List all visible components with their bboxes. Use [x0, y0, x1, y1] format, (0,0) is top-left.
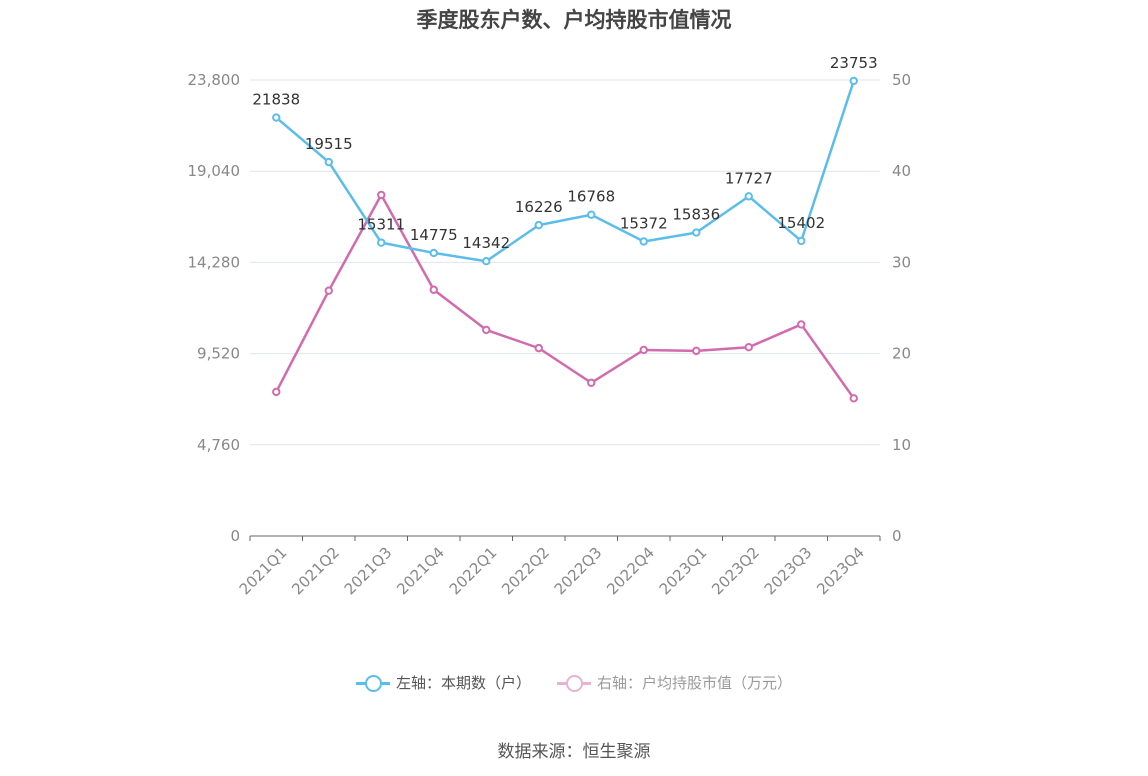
holders-point[interactable] [534, 220, 543, 230]
holders-point[interactable] [429, 248, 438, 258]
left-tick-label: 9,520 [197, 345, 240, 363]
market-value-point[interactable] [272, 387, 281, 397]
holders-point[interactable] [377, 238, 386, 247]
data-label: 14775 [410, 226, 458, 244]
legend-item-left-axis[interactable]: 左轴：本期数（户） [355, 672, 531, 693]
market-value-point[interactable] [849, 394, 858, 403]
x-tick-label: 2022Q3 [551, 544, 606, 599]
x-tick-label: 2021Q2 [288, 544, 343, 599]
legend-label-right: 右轴：户均持股市值（万元） [597, 674, 793, 692]
left-tick-label: 19,040 [188, 162, 241, 180]
series-lines [272, 76, 858, 403]
chart-title: 季度股东户数、户均持股市值情况 [416, 8, 732, 32]
data-label: 16768 [567, 188, 615, 206]
x-tick-label: 2022Q1 [446, 544, 501, 599]
holders-point[interactable] [587, 210, 596, 219]
x-tick-label: 2021Q1 [236, 544, 291, 599]
market-value-point[interactable] [377, 190, 386, 200]
legend-item-right-axis[interactable]: 右轴：户均持股市值（万元） [557, 672, 792, 693]
holders-point[interactable] [639, 237, 648, 246]
market-value-point[interactable] [744, 343, 753, 352]
data-label: 15311 [357, 216, 405, 234]
right-tick-label: 0 [892, 527, 902, 545]
holders-point[interactable] [272, 113, 281, 122]
legend-marker-blue-icon [355, 673, 390, 693]
market-value-point[interactable] [534, 343, 543, 353]
series-line-market-value [275, 193, 855, 400]
holders-point[interactable] [482, 257, 491, 266]
data-label: 15402 [777, 214, 825, 232]
right-tick-label: 20 [892, 345, 911, 363]
market-value-point[interactable] [692, 346, 701, 356]
market-value-point[interactable] [482, 325, 491, 335]
data-label: 16226 [515, 198, 563, 216]
market-value-point[interactable] [324, 286, 333, 295]
x-tick-label: 2022Q4 [603, 544, 658, 599]
left-tick-label: 4,760 [197, 436, 240, 454]
x-tick-label: 2023Q3 [761, 544, 816, 599]
data-label: 21838 [252, 91, 300, 109]
left-tick-label: 23,800 [188, 71, 241, 89]
legend-label-left: 左轴：本期数（户） [395, 674, 531, 692]
x-tick-label: 2023Q2 [708, 544, 763, 599]
data-label: 15372 [620, 214, 668, 232]
holders-point[interactable] [849, 76, 858, 86]
x-tick-label: 2021Q3 [341, 544, 396, 599]
data-label: 19515 [305, 135, 353, 153]
right-tick-label: 40 [892, 162, 911, 180]
holders-point[interactable] [692, 228, 701, 237]
grid-lines [250, 79, 880, 446]
right-tick-label: 50 [892, 71, 911, 89]
chart-plot: 0 0 4,760 10 9,520 20 14,280 30 19,040 40 23,800 50… [188, 54, 912, 598]
data-label: 17727 [725, 169, 773, 187]
legend: 左轴：本期数（户） 右轴：户均持股市值（万元） [0, 672, 1148, 693]
left-tick-label: 0 [230, 527, 240, 545]
market-value-point[interactable] [639, 345, 648, 355]
data-label: 15836 [672, 206, 720, 224]
holders-point[interactable] [797, 236, 806, 246]
left-tick-label: 14,280 [188, 253, 241, 271]
right-tick-label: 30 [892, 253, 911, 271]
legend-marker-pink-icon [557, 673, 591, 693]
series-line-holders [275, 80, 855, 263]
holders-point[interactable] [324, 157, 333, 167]
holders-point[interactable] [744, 192, 753, 201]
source-note: 数据来源：恒生聚源 [497, 742, 651, 762]
x-tick-label: 2022Q2 [498, 544, 553, 599]
x-tick-label: 2023Q4 [813, 544, 868, 599]
right-tick-label: 10 [892, 436, 911, 454]
market-value-point[interactable] [587, 378, 596, 387]
x-tick-label: 2023Q1 [656, 544, 711, 599]
data-label: 23753 [830, 54, 878, 72]
x-tick-label: 2021Q4 [393, 544, 448, 599]
market-value-point[interactable] [429, 285, 438, 294]
data-label: 14342 [462, 234, 510, 252]
axes: 0 0 4,760 10 9,520 20 14,280 30 19,040 40 23,800 50… [188, 71, 912, 598]
market-value-point[interactable] [797, 320, 806, 329]
